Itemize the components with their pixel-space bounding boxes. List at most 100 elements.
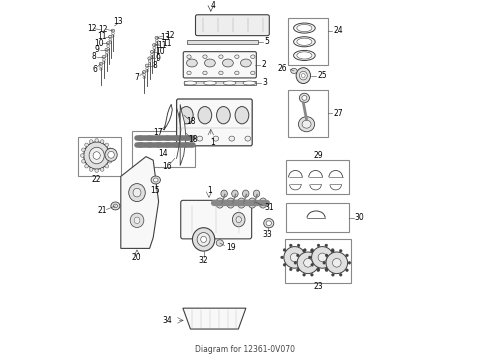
Text: 5: 5 (264, 37, 269, 46)
Ellipse shape (203, 71, 207, 75)
Ellipse shape (253, 190, 260, 197)
Text: 20: 20 (131, 253, 141, 262)
Ellipse shape (148, 57, 151, 60)
Ellipse shape (221, 190, 227, 197)
Ellipse shape (130, 213, 144, 228)
Ellipse shape (89, 168, 93, 171)
Text: 16: 16 (162, 162, 172, 171)
Ellipse shape (284, 247, 305, 268)
Ellipse shape (105, 143, 109, 147)
Ellipse shape (298, 117, 315, 132)
Ellipse shape (297, 52, 312, 59)
Text: 23: 23 (313, 282, 323, 292)
Ellipse shape (296, 269, 299, 272)
Ellipse shape (219, 71, 223, 75)
Ellipse shape (219, 55, 223, 58)
Ellipse shape (93, 152, 100, 159)
Ellipse shape (303, 264, 306, 266)
Ellipse shape (311, 248, 314, 251)
Text: 22: 22 (92, 175, 101, 184)
Ellipse shape (137, 136, 144, 141)
Ellipse shape (155, 36, 159, 39)
Ellipse shape (84, 142, 110, 169)
Ellipse shape (232, 190, 238, 197)
FancyBboxPatch shape (183, 51, 256, 78)
Polygon shape (183, 308, 246, 329)
Ellipse shape (290, 244, 292, 247)
Ellipse shape (150, 50, 154, 53)
Ellipse shape (109, 39, 112, 41)
Ellipse shape (303, 249, 306, 252)
Text: 32: 32 (199, 256, 208, 265)
Ellipse shape (348, 261, 351, 264)
Ellipse shape (129, 184, 145, 202)
Ellipse shape (306, 256, 309, 259)
Ellipse shape (294, 37, 315, 47)
Ellipse shape (290, 268, 292, 271)
Ellipse shape (134, 217, 140, 224)
Text: 14: 14 (158, 149, 168, 158)
Text: 6: 6 (93, 65, 98, 74)
Ellipse shape (143, 74, 146, 76)
Ellipse shape (311, 249, 313, 252)
Ellipse shape (107, 48, 109, 50)
Ellipse shape (317, 268, 320, 271)
Text: 3: 3 (262, 78, 267, 87)
FancyBboxPatch shape (181, 200, 252, 239)
Ellipse shape (317, 254, 319, 257)
Ellipse shape (105, 165, 109, 168)
Ellipse shape (317, 244, 320, 247)
Polygon shape (121, 157, 159, 248)
Ellipse shape (297, 38, 312, 45)
Ellipse shape (281, 256, 284, 259)
Ellipse shape (85, 143, 88, 147)
Ellipse shape (264, 219, 274, 228)
Ellipse shape (317, 269, 319, 272)
Text: 27: 27 (333, 109, 343, 118)
Ellipse shape (297, 244, 300, 247)
Ellipse shape (99, 62, 103, 65)
Bar (285, 239, 351, 283)
Ellipse shape (105, 48, 109, 51)
Ellipse shape (109, 35, 112, 38)
Ellipse shape (81, 159, 85, 163)
Ellipse shape (105, 148, 117, 161)
Ellipse shape (222, 59, 233, 67)
Bar (288, 18, 328, 65)
Ellipse shape (100, 140, 104, 143)
Ellipse shape (296, 254, 299, 257)
Ellipse shape (147, 136, 153, 141)
Ellipse shape (325, 244, 328, 247)
Ellipse shape (241, 59, 251, 67)
Ellipse shape (303, 248, 306, 251)
Ellipse shape (187, 55, 191, 58)
Ellipse shape (291, 253, 299, 262)
Ellipse shape (235, 107, 249, 124)
Ellipse shape (102, 61, 105, 63)
Ellipse shape (319, 261, 322, 264)
Ellipse shape (245, 136, 251, 141)
Ellipse shape (89, 147, 104, 164)
Ellipse shape (109, 154, 113, 157)
Text: 26: 26 (278, 64, 288, 73)
Ellipse shape (80, 154, 84, 157)
Ellipse shape (108, 148, 112, 152)
Ellipse shape (325, 268, 328, 271)
Ellipse shape (203, 55, 207, 58)
Ellipse shape (89, 140, 93, 143)
Bar (286, 160, 349, 194)
Text: 15: 15 (150, 186, 160, 195)
Ellipse shape (213, 136, 219, 141)
Ellipse shape (259, 198, 267, 208)
Ellipse shape (297, 268, 300, 271)
Ellipse shape (251, 71, 255, 75)
Ellipse shape (152, 44, 156, 46)
Ellipse shape (299, 71, 307, 80)
Ellipse shape (302, 120, 311, 128)
Ellipse shape (243, 81, 256, 85)
Ellipse shape (164, 136, 171, 141)
Ellipse shape (301, 73, 305, 77)
Ellipse shape (187, 59, 197, 67)
FancyBboxPatch shape (196, 15, 270, 36)
Ellipse shape (173, 142, 180, 147)
